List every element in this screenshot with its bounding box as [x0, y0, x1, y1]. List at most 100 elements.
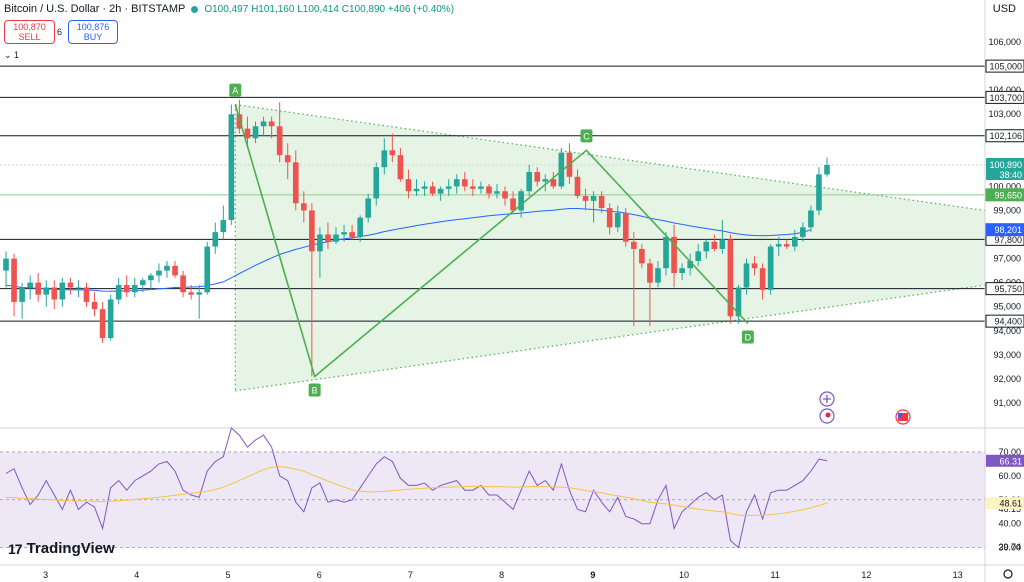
pattern-point-b[interactable]: B	[308, 383, 321, 397]
tradingview-logo[interactable]: 17 TradingView	[8, 540, 115, 557]
candle[interactable]	[115, 277, 122, 305]
candle[interactable]	[478, 181, 484, 194]
candle[interactable]	[671, 224, 677, 288]
candle[interactable]	[83, 282, 90, 307]
candle[interactable]	[228, 104, 235, 225]
buy-button[interactable]: 100,876 BUY	[68, 20, 118, 44]
candle[interactable]	[558, 147, 565, 189]
price-line-label[interactable]: 102,106	[985, 129, 1024, 143]
candle[interactable]	[123, 275, 130, 298]
candle[interactable]	[800, 222, 806, 242]
candle[interactable]	[453, 174, 460, 194]
candle[interactable]	[808, 205, 814, 233]
candle[interactable]	[341, 224, 347, 242]
candle[interactable]	[51, 280, 58, 310]
ma-value-label[interactable]: 98,201	[985, 223, 1024, 237]
candle[interactable]	[606, 203, 613, 235]
candle[interactable]	[220, 205, 227, 240]
candle[interactable]	[582, 188, 589, 211]
candle[interactable]	[502, 186, 508, 206]
pattern-point-c[interactable]: C	[580, 129, 593, 143]
candle[interactable]	[494, 184, 500, 199]
us-flag-icon[interactable]	[895, 409, 911, 425]
candle[interactable]	[397, 147, 404, 182]
currency-selector[interactable]: USD	[992, 3, 1016, 15]
candle[interactable]	[526, 164, 533, 197]
candle[interactable]	[461, 171, 468, 192]
candle[interactable]	[421, 181, 428, 197]
moving-average-line[interactable]	[5, 208, 812, 292]
candle[interactable]	[268, 116, 275, 139]
add-alert-icon[interactable]	[819, 391, 835, 407]
candle[interactable]	[325, 222, 331, 249]
candle[interactable]	[767, 244, 774, 295]
candle[interactable]	[284, 143, 291, 180]
candle[interactable]	[791, 229, 798, 252]
candle[interactable]	[622, 208, 629, 247]
pattern-point-a[interactable]: A	[229, 83, 242, 97]
candle[interactable]	[542, 174, 549, 192]
candle[interactable]	[703, 239, 710, 259]
candle[interactable]	[759, 263, 766, 300]
candle[interactable]	[405, 169, 412, 199]
price-line-label[interactable]: 95,750	[985, 282, 1024, 296]
candle[interactable]	[244, 116, 251, 148]
candle[interactable]	[590, 191, 597, 223]
abcd-pattern-line[interactable]	[234, 104, 749, 378]
rsi-line[interactable]	[5, 427, 828, 549]
triangle-upper-trendline[interactable]	[235, 104, 986, 212]
candle[interactable]	[598, 191, 605, 213]
candle[interactable]	[43, 280, 50, 307]
pattern-point-d[interactable]: D	[741, 330, 754, 344]
candle[interactable]	[11, 253, 17, 317]
candle[interactable]	[687, 253, 693, 276]
candle[interactable]	[437, 186, 444, 201]
candle[interactable]	[27, 275, 33, 300]
candle[interactable]	[381, 138, 388, 175]
candle[interactable]	[534, 167, 541, 187]
candle[interactable]	[35, 273, 42, 302]
candle[interactable]	[19, 282, 25, 319]
candle[interactable]	[614, 205, 621, 233]
candle[interactable]	[445, 179, 452, 197]
candle[interactable]	[333, 227, 339, 245]
candle[interactable]	[67, 277, 74, 295]
candle[interactable]	[107, 294, 114, 341]
candle[interactable]	[639, 244, 645, 269]
candle[interactable]	[75, 280, 82, 298]
candle[interactable]	[655, 260, 661, 288]
price-line-label[interactable]: 105,000	[985, 59, 1024, 73]
candle[interactable]	[775, 236, 782, 257]
candle[interactable]	[300, 191, 307, 223]
sell-button[interactable]: 100,870 SELL	[4, 20, 55, 44]
candle[interactable]	[631, 232, 637, 326]
candle[interactable]	[188, 285, 194, 300]
candle[interactable]	[486, 184, 492, 199]
candle[interactable]	[212, 222, 219, 254]
candle[interactable]	[91, 292, 98, 317]
candle[interactable]	[317, 227, 323, 278]
candle[interactable]	[735, 285, 742, 324]
candle[interactable]	[180, 270, 186, 298]
symbol-title[interactable]: Bitcoin / U.S. Dollar · 2h · BITSTAMP	[4, 3, 186, 15]
candle[interactable]	[204, 241, 211, 295]
candle[interactable]	[164, 260, 170, 278]
candle[interactable]	[131, 277, 138, 298]
candle[interactable]	[196, 285, 202, 319]
candle[interactable]	[695, 244, 702, 266]
candle[interactable]	[574, 169, 581, 199]
rsi-value-label[interactable]: 66.31	[986, 454, 1024, 467]
candle[interactable]	[470, 179, 476, 197]
candle[interactable]	[309, 203, 315, 377]
candle[interactable]	[156, 263, 162, 283]
candle[interactable]	[727, 234, 734, 324]
candle[interactable]	[349, 224, 355, 240]
candle[interactable]	[783, 239, 790, 249]
candle[interactable]	[59, 277, 66, 307]
candle[interactable]	[357, 215, 363, 242]
triangle-lower-trendline[interactable]	[235, 284, 986, 392]
candle[interactable]	[663, 232, 669, 276]
price-line-label[interactable]: 103,700	[985, 90, 1024, 104]
green-level-label[interactable]: 99,650	[985, 188, 1024, 202]
